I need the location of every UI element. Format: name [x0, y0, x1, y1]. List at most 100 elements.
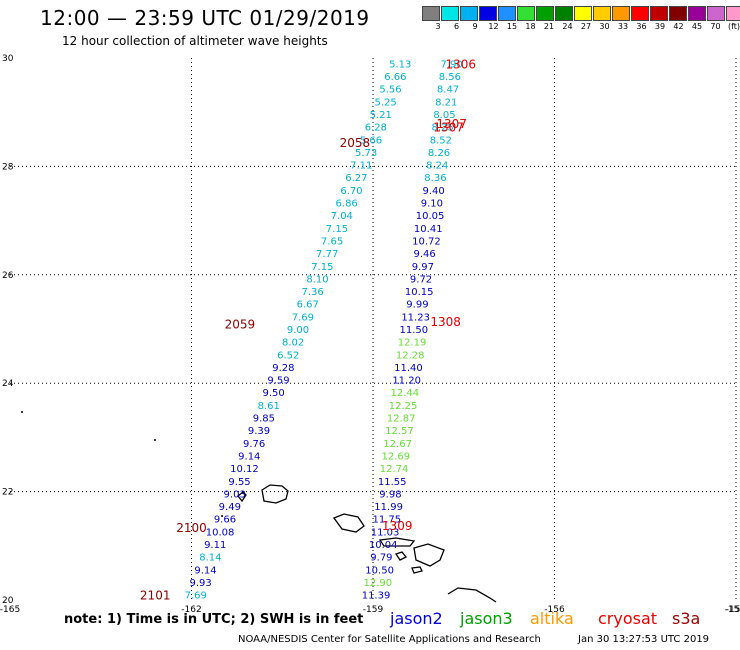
- colorbar-label: 30: [599, 22, 610, 31]
- lon-tick-label: -162: [181, 605, 201, 615]
- pass-time-label: 2100: [176, 521, 207, 535]
- colorbar-label: 12: [488, 22, 499, 31]
- track-b-swh-value: 11.39: [362, 591, 391, 602]
- colorbar-swatch: [726, 6, 740, 21]
- generation-timestamp: Jan 30 13:27:53 UTC 2019: [578, 634, 710, 645]
- islet-dot: [221, 515, 223, 517]
- pass-time-label: 1307: [436, 117, 467, 131]
- colorbar-label: 6: [453, 22, 460, 31]
- track-b-swh-value: 9.98: [379, 489, 401, 500]
- colorbar-label: 9: [472, 22, 478, 31]
- islet-dot: [21, 411, 23, 413]
- track-a-swh-value: 6.70: [340, 186, 362, 197]
- pass-time-label: 1309: [382, 519, 413, 533]
- track-a-swh-value: 6.27: [345, 173, 367, 184]
- track-b-swh-value: 8.25: [432, 123, 454, 134]
- lon-tick-label: -159: [363, 605, 384, 615]
- track-b-swh-value: 11.20: [392, 376, 421, 387]
- coastlines: [21, 411, 497, 603]
- track-b-swh-value: 11.23: [401, 312, 430, 323]
- map-subtitle: 12 hour collection of altimeter wave hei…: [62, 34, 328, 48]
- island-maui: [413, 543, 445, 567]
- legend-s3a: s3a: [672, 609, 701, 628]
- colorbar-label: 15: [506, 22, 518, 31]
- colorbar-label: 21: [543, 22, 555, 31]
- track-b-swh-value: 12.90: [364, 578, 393, 589]
- track-a-swh-value: 8.10: [306, 274, 328, 285]
- colorbar-swatch: [593, 6, 611, 21]
- colorbar-swatch: [441, 6, 459, 21]
- track-b-swh-value: 10.41: [414, 224, 443, 235]
- track-b-swh-value: 9.46: [414, 249, 436, 260]
- lon-tick-label: -156: [544, 605, 565, 615]
- track-b-swh-value: 8.36: [424, 173, 446, 184]
- track-a-swh-value: 9.03: [224, 489, 246, 500]
- track-b-swh-value: 8.47: [437, 85, 459, 96]
- track-b-swh-value: 9.40: [423, 186, 445, 197]
- track-a-swh-value: 5.56: [379, 85, 401, 96]
- track-a-swh-value: 7.15: [311, 262, 333, 273]
- track-b-swh-value: 11.03: [371, 527, 400, 538]
- track-b-swh-value: 12.74: [380, 464, 409, 475]
- track-a-swh-value: 9.39: [248, 426, 270, 437]
- lon-tick-label: -15: [725, 605, 740, 615]
- pass-time-label: 1307: [433, 120, 464, 134]
- track-a-swh-value: 9.50: [263, 388, 285, 399]
- footer-note: note: 1) Time is in UTC; 2) SWH is in fe…: [64, 612, 364, 627]
- track-a-swh-value: 6.67: [297, 300, 319, 311]
- track-a-swh-value: 5.66: [360, 135, 382, 146]
- track-b-swh-value: 10.50: [365, 565, 394, 576]
- track-a-swh-value: 7.69: [292, 312, 314, 323]
- colorbar-label: 24: [562, 22, 573, 31]
- track-b-swh-value: 12.28: [396, 350, 425, 361]
- track-a-swh-value: 6.86: [336, 199, 358, 210]
- track-a-swh-value: 9.14: [238, 451, 260, 462]
- track-a-swh-value: 7.04: [331, 211, 353, 222]
- map-title: 12:00 — 23:59 UTC 01/29/2019: [40, 6, 370, 30]
- colorbar-swatch: [688, 6, 706, 21]
- track-b-swh-value: 11.75: [373, 515, 402, 526]
- track-a-swh-value: 7.65: [321, 236, 343, 247]
- track-b-swh-value: 8.56: [439, 72, 461, 83]
- colorbar-swatch: [460, 6, 478, 21]
- colorbar-swatch: [498, 6, 516, 21]
- track-a-swh-value: 5.25: [374, 97, 396, 108]
- track-a-swh-value: 9.11: [204, 540, 226, 551]
- track-b-swh-value: 12.25: [389, 401, 418, 412]
- track-b-swh-value: 8.26: [428, 148, 450, 159]
- track-a-swh-value: 6.52: [277, 350, 299, 361]
- track-b-swh-value: 9.99: [406, 300, 428, 311]
- track-a-swh-value: 9.55: [228, 477, 250, 488]
- track-a-swh-value: 7.77: [316, 249, 338, 260]
- colorbar: [422, 6, 740, 21]
- track-a-swh-value: 10.12: [230, 464, 259, 475]
- track-b-swh-value: 12.44: [391, 388, 420, 399]
- track-a-swh-value: 8.61: [258, 401, 280, 412]
- pass-time-label: 2059: [225, 318, 256, 332]
- track-b-swh-value: 8.52: [430, 135, 452, 146]
- track-a-swh-value: 9.66: [214, 515, 236, 526]
- colorbar-swatch: [631, 6, 649, 21]
- track-b-swh-value: 11.55: [378, 477, 407, 488]
- track-b-swh-value: 10.15: [405, 287, 434, 298]
- island-lanai: [394, 551, 408, 561]
- colorbar-label: (ft): [727, 22, 740, 31]
- island-hawaii: [447, 587, 497, 603]
- island-kauai: [261, 484, 289, 504]
- legend-jason3: jason3: [460, 609, 513, 628]
- colorbar-swatch: [422, 6, 440, 21]
- map-grid: [10, 58, 737, 600]
- pass-time-label: 2101: [140, 589, 171, 603]
- lat-tick-label: 26: [2, 271, 14, 281]
- colorbar-swatch: [517, 6, 535, 21]
- track-b-swh-value: 12.69: [382, 451, 411, 462]
- credit-line: NOAA/NESDIS Center for Satellite Applica…: [238, 634, 541, 645]
- track-a-swh-value: 5.73: [355, 148, 377, 159]
- island-kahoolawe: [411, 566, 423, 574]
- track-a-swh-value: 10.08: [206, 527, 235, 538]
- track-a-swh-value: 6.28: [365, 123, 387, 134]
- island-oahu: [332, 513, 365, 533]
- track-b-swh-value: 8.05: [433, 110, 455, 121]
